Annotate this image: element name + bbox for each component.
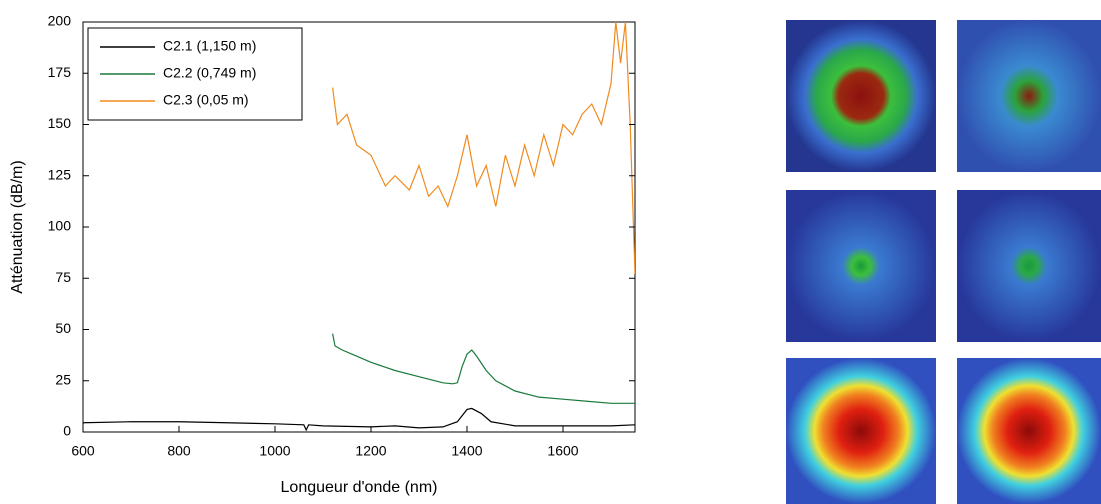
y-tick-label: 200	[48, 13, 72, 29]
y-tick-label: 100	[48, 218, 72, 234]
x-tick-label: 600	[71, 443, 95, 459]
mode-image	[786, 20, 936, 172]
x-axis-title: Longueur d'onde (nm)	[281, 479, 438, 496]
data-line	[83, 407, 635, 432]
mode-image	[957, 20, 1101, 172]
y-tick-label: 75	[55, 269, 71, 285]
y-tick-label: 0	[63, 423, 71, 439]
y-tick-label: 125	[48, 166, 72, 182]
mode-image	[786, 190, 936, 342]
y-tick-label: 150	[48, 115, 72, 131]
mode-image	[957, 358, 1101, 504]
x-tick-label: 1200	[355, 443, 386, 459]
x-tick-label: 1400	[451, 443, 482, 459]
mode-image	[957, 190, 1101, 342]
legend-label: C2.2 (0,749 m)	[163, 65, 256, 81]
x-tick-label: 1000	[259, 443, 290, 459]
mode-image	[786, 358, 936, 504]
x-tick-label: 800	[167, 443, 191, 459]
plot-lines	[83, 22, 635, 432]
mode-images	[786, 20, 1101, 504]
legend-label: C2.1 (1,150 m)	[163, 38, 256, 54]
data-line	[332, 333, 635, 404]
x-tick-label: 1600	[547, 443, 578, 459]
y-tick-label: 25	[55, 371, 71, 387]
y-tick-label: 175	[48, 64, 72, 80]
y-axis-title: Atténuation (dB/m)	[9, 160, 26, 293]
legend-label: C2.3 (0,05 m)	[163, 92, 249, 108]
data-line	[332, 22, 635, 275]
y-tick-label: 50	[55, 320, 71, 336]
